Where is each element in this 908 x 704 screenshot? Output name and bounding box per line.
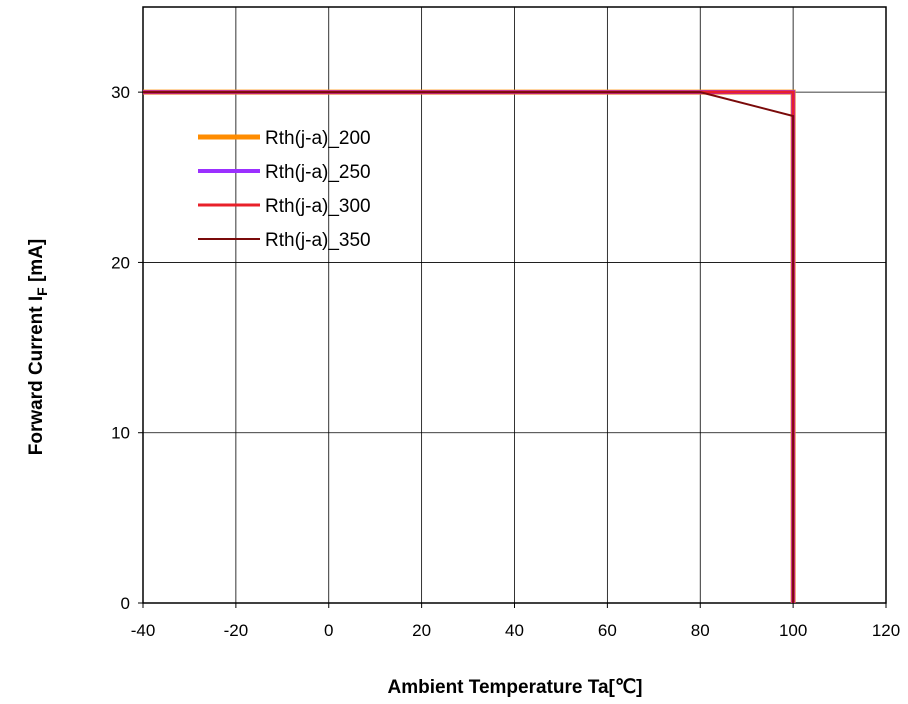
x-tick-label: -40: [131, 621, 156, 640]
grid-lines: [138, 7, 887, 608]
series-line-1: [143, 89, 796, 603]
y-tick-label: 20: [111, 253, 130, 272]
x-tick-label: 40: [505, 621, 524, 640]
x-tick-label: 60: [598, 621, 617, 640]
x-tick-labels: -40 -20 0 20 40 60 80 100 120: [131, 621, 900, 640]
x-axis-title: Ambient Temperature Ta[℃]: [388, 677, 643, 698]
x-tick-label: 80: [691, 621, 710, 640]
legend-label: Rth(j-a)_300: [265, 196, 371, 217]
plot-area-frame: [142, 6, 887, 604]
series-lines: [143, 89, 796, 603]
legend-label: Rth(j-a)_350: [265, 230, 371, 251]
y-tick-labels: 0 10 20 30: [111, 83, 130, 613]
x-tick-label: 120: [872, 621, 900, 640]
legend-label: Rth(j-a)_200: [265, 128, 371, 149]
y-axis-title: Forward Current IF [mA]: [26, 239, 50, 456]
series-line-2: [143, 90, 796, 603]
series-line-4: [143, 91, 795, 603]
x-tick-label: 20: [412, 621, 431, 640]
series-line-3: [143, 90, 795, 603]
x-tick-label: 100: [779, 621, 807, 640]
y-axis-title-unit: [mA]: [26, 239, 47, 288]
x-tick-label: -20: [224, 621, 249, 640]
y-tick-label: 10: [111, 424, 130, 443]
x-tick-label: 0: [324, 621, 333, 640]
y-axis-title-main: Forward Current I: [26, 296, 47, 455]
legend-label: Rth(j-a)_250: [265, 162, 371, 183]
y-axis-title-subscript: F: [34, 287, 50, 296]
legend: Rth(j-a)_200 Rth(j-a)_250 Rth(j-a)_300 Rth(…: [198, 128, 371, 251]
y-tick-label: 30: [111, 83, 130, 102]
y-tick-label: 0: [121, 594, 130, 613]
